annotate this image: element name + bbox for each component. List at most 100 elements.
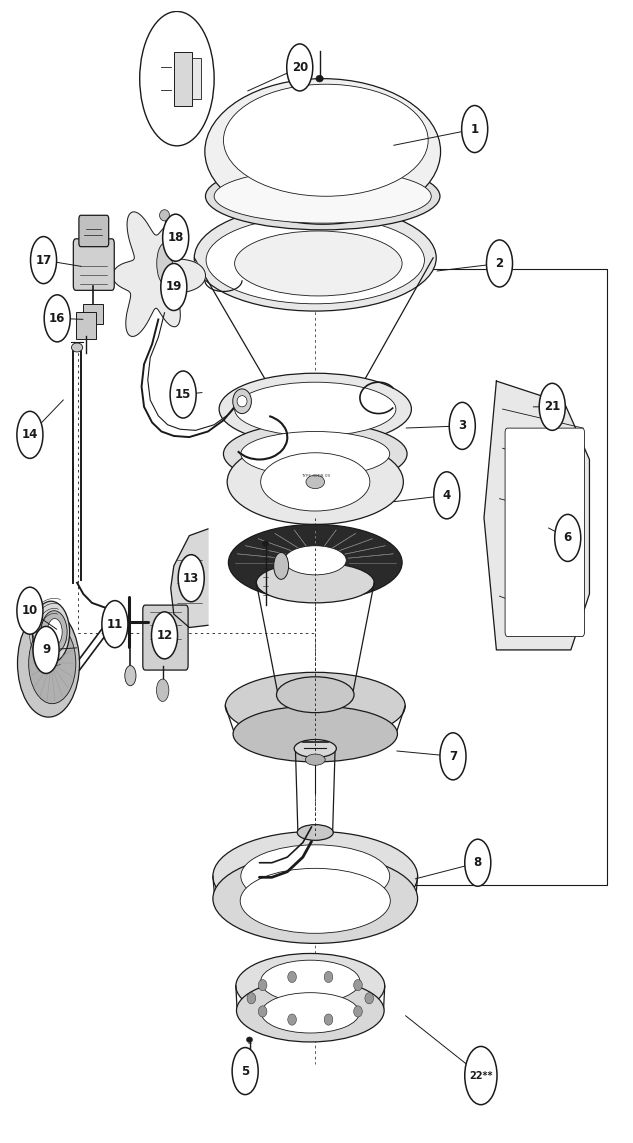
Ellipse shape (160, 209, 170, 221)
Polygon shape (484, 381, 589, 650)
Ellipse shape (258, 1006, 267, 1017)
Circle shape (47, 618, 62, 646)
Text: 17: 17 (35, 254, 52, 266)
FancyBboxPatch shape (143, 605, 188, 670)
Circle shape (33, 626, 59, 673)
Circle shape (487, 240, 513, 287)
Text: 4: 4 (442, 489, 451, 502)
Text: 12: 12 (156, 629, 173, 642)
Ellipse shape (32, 601, 70, 663)
Circle shape (156, 679, 169, 702)
Ellipse shape (235, 382, 396, 435)
Ellipse shape (18, 609, 80, 717)
Text: 3: 3 (458, 419, 467, 432)
Ellipse shape (206, 162, 440, 230)
Ellipse shape (247, 992, 256, 1004)
Circle shape (178, 554, 204, 601)
Ellipse shape (225, 672, 405, 740)
Ellipse shape (213, 854, 418, 943)
Ellipse shape (261, 960, 360, 1002)
Ellipse shape (227, 439, 403, 525)
Ellipse shape (240, 869, 391, 934)
Circle shape (465, 1047, 497, 1104)
Circle shape (539, 383, 565, 431)
FancyBboxPatch shape (79, 215, 109, 247)
Circle shape (434, 472, 460, 519)
Ellipse shape (298, 824, 333, 840)
Ellipse shape (294, 740, 336, 758)
Circle shape (125, 665, 136, 686)
Circle shape (151, 612, 177, 658)
Ellipse shape (288, 1014, 296, 1025)
Circle shape (102, 600, 128, 648)
Text: 19: 19 (166, 280, 182, 294)
Text: 1: 1 (470, 122, 479, 136)
Text: 18: 18 (168, 231, 184, 245)
Ellipse shape (223, 85, 428, 197)
Ellipse shape (354, 980, 362, 991)
Ellipse shape (278, 385, 353, 422)
Ellipse shape (246, 1037, 253, 1042)
Text: 2: 2 (496, 257, 504, 270)
Circle shape (232, 1047, 258, 1095)
Polygon shape (113, 211, 206, 336)
Text: TYPE 30DB 09: TYPE 30DB 09 (301, 474, 330, 478)
Circle shape (161, 264, 187, 311)
FancyBboxPatch shape (505, 429, 584, 637)
Text: 5: 5 (241, 1064, 249, 1078)
Ellipse shape (194, 205, 436, 311)
Ellipse shape (219, 374, 411, 445)
Ellipse shape (261, 992, 360, 1033)
Ellipse shape (241, 845, 390, 908)
Ellipse shape (277, 677, 354, 712)
Ellipse shape (324, 1014, 333, 1025)
FancyBboxPatch shape (174, 51, 192, 105)
Text: 21: 21 (544, 400, 560, 414)
Text: 20: 20 (292, 61, 308, 74)
Circle shape (30, 237, 56, 283)
Ellipse shape (261, 453, 370, 511)
Circle shape (170, 371, 196, 418)
Circle shape (287, 43, 313, 91)
Polygon shape (171, 529, 208, 628)
Ellipse shape (28, 623, 76, 704)
Ellipse shape (41, 610, 67, 654)
Circle shape (440, 733, 466, 780)
Ellipse shape (236, 953, 385, 1018)
Ellipse shape (233, 389, 251, 414)
Ellipse shape (263, 541, 269, 546)
FancyBboxPatch shape (84, 304, 103, 323)
Ellipse shape (354, 1006, 362, 1017)
Ellipse shape (235, 231, 402, 296)
FancyBboxPatch shape (192, 58, 201, 98)
Text: 22**: 22** (469, 1071, 492, 1080)
Circle shape (44, 295, 70, 342)
FancyBboxPatch shape (76, 312, 96, 338)
Ellipse shape (365, 992, 373, 1004)
Ellipse shape (284, 545, 346, 575)
Ellipse shape (286, 386, 344, 411)
Ellipse shape (223, 423, 407, 486)
Text: 10: 10 (22, 605, 38, 617)
Text: 14: 14 (22, 429, 38, 441)
Ellipse shape (233, 706, 398, 762)
Ellipse shape (316, 75, 323, 82)
Text: 7: 7 (449, 750, 457, 762)
Circle shape (17, 411, 43, 458)
Ellipse shape (237, 980, 384, 1042)
Ellipse shape (72, 343, 83, 352)
Circle shape (449, 402, 475, 449)
Circle shape (555, 514, 580, 561)
Ellipse shape (288, 972, 296, 983)
Ellipse shape (306, 475, 325, 488)
Ellipse shape (305, 754, 325, 766)
Circle shape (461, 105, 487, 152)
Text: 13: 13 (183, 572, 199, 585)
Ellipse shape (324, 972, 333, 983)
Text: 8: 8 (473, 856, 482, 869)
Ellipse shape (205, 79, 441, 224)
FancyBboxPatch shape (73, 239, 115, 290)
Circle shape (17, 588, 43, 634)
Ellipse shape (256, 562, 374, 602)
Text: 15: 15 (175, 387, 191, 401)
